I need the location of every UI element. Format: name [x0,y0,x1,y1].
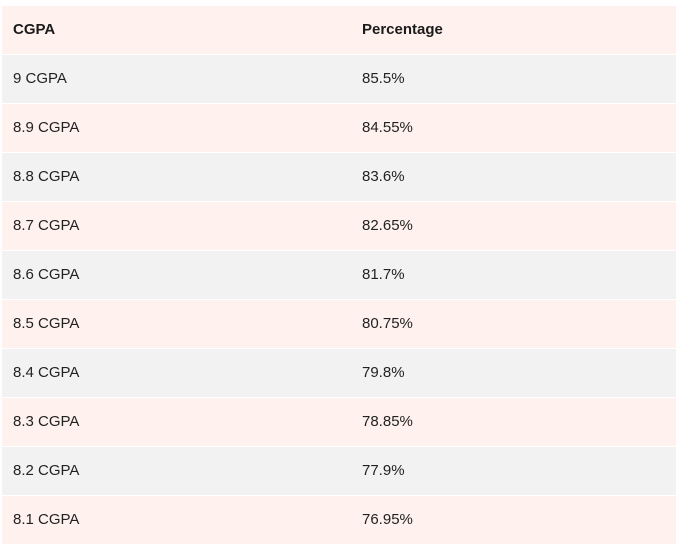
cgpa-cell: 8.4 CGPA [2,349,351,397]
cgpa-cell: 8.8 CGPA [2,153,351,201]
percentage-cell: 85.5% [351,55,676,103]
table-row: 8.8 CGPA 83.6% [2,153,676,201]
cgpa-cell: 9 CGPA [2,55,351,103]
percentage-cell: 80.75% [351,300,676,348]
table-row: 8.4 CGPA 79.8% [2,349,676,397]
percentage-cell: 84.55% [351,104,676,152]
table-row: 8.9 CGPA 84.55% [2,104,676,152]
table-row: 8.5 CGPA 80.75% [2,300,676,348]
percentage-cell: 76.95% [351,496,676,544]
cgpa-percentage-table: CGPA Percentage 9 CGPA 85.5% 8.9 CGPA 84… [2,5,676,545]
cgpa-cell: 8.7 CGPA [2,202,351,250]
cgpa-cell: 8.3 CGPA [2,398,351,446]
percentage-cell: 78.85% [351,398,676,446]
percentage-cell: 81.7% [351,251,676,299]
percentage-cell: 83.6% [351,153,676,201]
table-row: 8.3 CGPA 78.85% [2,398,676,446]
table-row: 8.7 CGPA 82.65% [2,202,676,250]
cgpa-cell: 8.9 CGPA [2,104,351,152]
table-row: 8.1 CGPA 76.95% [2,496,676,544]
cgpa-percentage-table-container: CGPA Percentage 9 CGPA 85.5% 8.9 CGPA 84… [2,5,676,545]
table-body: 9 CGPA 85.5% 8.9 CGPA 84.55% 8.8 CGPA 83… [2,55,676,544]
table-row: 9 CGPA 85.5% [2,55,676,103]
table-header: CGPA Percentage [2,6,676,54]
cgpa-cell: 8.6 CGPA [2,251,351,299]
header-row: CGPA Percentage [2,6,676,54]
cgpa-cell: 8.5 CGPA [2,300,351,348]
percentage-cell: 77.9% [351,447,676,495]
cgpa-cell: 8.1 CGPA [2,496,351,544]
percentage-cell: 82.65% [351,202,676,250]
header-cgpa: CGPA [2,6,351,54]
cgpa-cell: 8.2 CGPA [2,447,351,495]
table-row: 8.6 CGPA 81.7% [2,251,676,299]
percentage-cell: 79.8% [351,349,676,397]
table-row: 8.2 CGPA 77.9% [2,447,676,495]
header-percentage: Percentage [351,6,676,54]
